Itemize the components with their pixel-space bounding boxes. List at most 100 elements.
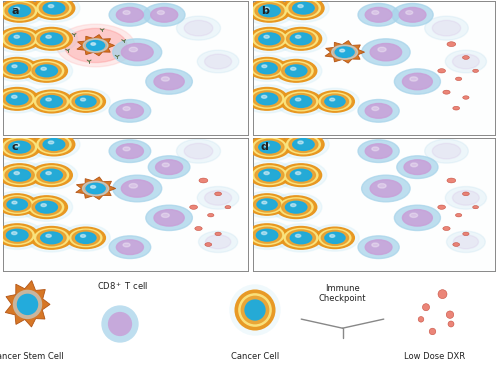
Circle shape <box>251 196 283 213</box>
Circle shape <box>456 213 462 217</box>
Circle shape <box>443 90 450 94</box>
Circle shape <box>280 164 322 187</box>
Circle shape <box>280 227 322 249</box>
Circle shape <box>190 205 198 209</box>
Circle shape <box>198 50 239 73</box>
Circle shape <box>276 60 317 82</box>
Ellipse shape <box>448 321 454 327</box>
Polygon shape <box>6 281 50 327</box>
Circle shape <box>262 201 267 204</box>
Circle shape <box>325 96 345 107</box>
Circle shape <box>33 133 75 156</box>
Circle shape <box>162 77 170 81</box>
Circle shape <box>0 136 40 158</box>
Circle shape <box>453 106 460 110</box>
Circle shape <box>284 228 318 247</box>
Circle shape <box>154 210 184 226</box>
Circle shape <box>46 35 52 38</box>
Circle shape <box>447 178 456 183</box>
Circle shape <box>249 136 290 158</box>
Circle shape <box>43 2 65 14</box>
Circle shape <box>199 178 208 183</box>
Circle shape <box>176 139 220 163</box>
Circle shape <box>283 0 324 19</box>
Circle shape <box>43 139 65 150</box>
Polygon shape <box>77 34 114 56</box>
Circle shape <box>14 172 20 175</box>
Circle shape <box>30 61 64 80</box>
Circle shape <box>296 234 301 237</box>
Circle shape <box>26 224 78 252</box>
Circle shape <box>40 137 68 152</box>
Ellipse shape <box>230 284 280 336</box>
Circle shape <box>46 234 52 237</box>
Circle shape <box>0 133 46 161</box>
Circle shape <box>30 90 72 113</box>
Circle shape <box>296 172 301 175</box>
Circle shape <box>66 91 106 112</box>
Circle shape <box>252 30 286 48</box>
Circle shape <box>264 7 270 10</box>
Circle shape <box>5 31 34 47</box>
Circle shape <box>275 224 327 252</box>
Circle shape <box>154 73 184 90</box>
Circle shape <box>34 228 68 247</box>
Circle shape <box>278 130 329 158</box>
Circle shape <box>290 33 312 45</box>
Circle shape <box>26 87 78 116</box>
Circle shape <box>12 201 17 204</box>
Circle shape <box>335 47 354 57</box>
Circle shape <box>9 5 30 17</box>
Circle shape <box>290 169 312 181</box>
Text: Low Dose DXR: Low Dose DXR <box>404 352 466 361</box>
Circle shape <box>28 0 80 22</box>
Circle shape <box>14 7 20 10</box>
Circle shape <box>256 229 278 241</box>
Circle shape <box>262 95 267 98</box>
Circle shape <box>113 39 162 66</box>
Circle shape <box>402 73 432 90</box>
Circle shape <box>452 190 479 205</box>
Circle shape <box>322 230 348 245</box>
Circle shape <box>316 91 354 112</box>
Circle shape <box>9 169 30 181</box>
Circle shape <box>254 197 280 212</box>
Circle shape <box>122 180 153 197</box>
Circle shape <box>0 0 40 22</box>
Circle shape <box>36 201 58 213</box>
Circle shape <box>129 47 138 52</box>
Circle shape <box>370 44 402 61</box>
Circle shape <box>372 243 379 247</box>
Circle shape <box>109 100 150 122</box>
Circle shape <box>123 243 130 247</box>
Circle shape <box>20 193 72 221</box>
Circle shape <box>394 69 440 94</box>
Circle shape <box>113 175 162 202</box>
Circle shape <box>91 43 96 45</box>
Circle shape <box>255 31 284 47</box>
Circle shape <box>332 45 357 59</box>
Circle shape <box>123 147 130 151</box>
Circle shape <box>56 24 135 67</box>
Circle shape <box>80 235 86 237</box>
Circle shape <box>225 206 231 209</box>
Circle shape <box>34 30 68 48</box>
Circle shape <box>37 135 71 154</box>
Circle shape <box>116 7 143 22</box>
Circle shape <box>184 143 213 159</box>
Circle shape <box>251 59 283 77</box>
Ellipse shape <box>429 328 436 335</box>
Circle shape <box>252 227 282 243</box>
Circle shape <box>41 67 46 70</box>
Circle shape <box>46 98 52 101</box>
Circle shape <box>284 30 318 48</box>
Circle shape <box>286 94 316 109</box>
Circle shape <box>208 213 214 217</box>
Circle shape <box>158 11 164 15</box>
Circle shape <box>1 59 34 77</box>
Circle shape <box>316 227 354 249</box>
Circle shape <box>2 91 32 107</box>
Circle shape <box>372 147 379 151</box>
Circle shape <box>257 199 277 210</box>
Circle shape <box>37 230 66 246</box>
